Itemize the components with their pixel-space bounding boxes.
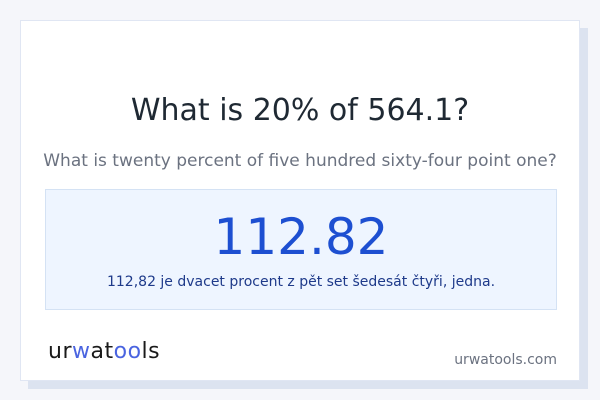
- logo-text: w: [72, 339, 91, 364]
- logo-text: ls: [141, 339, 161, 364]
- page-subtitle: What is twenty percent of five hundred s…: [43, 151, 557, 171]
- result-box: 112.82 112,82 je dvacet procent z pět se…: [45, 189, 557, 310]
- result-card: What is 20% of 564.1? What is twenty per…: [20, 20, 580, 381]
- result-value: 112.82: [213, 208, 389, 266]
- page-title: What is 20% of 564.1?: [130, 93, 470, 128]
- logo-text: ur: [48, 339, 72, 364]
- result-words: 112,82 je dvacet procent z pět set šedes…: [106, 274, 496, 290]
- urwatools-logo: urwatools: [48, 339, 160, 364]
- logo-text: oo: [113, 339, 142, 364]
- logo-text: at: [90, 339, 114, 364]
- site-url: urwatools.com: [454, 352, 557, 368]
